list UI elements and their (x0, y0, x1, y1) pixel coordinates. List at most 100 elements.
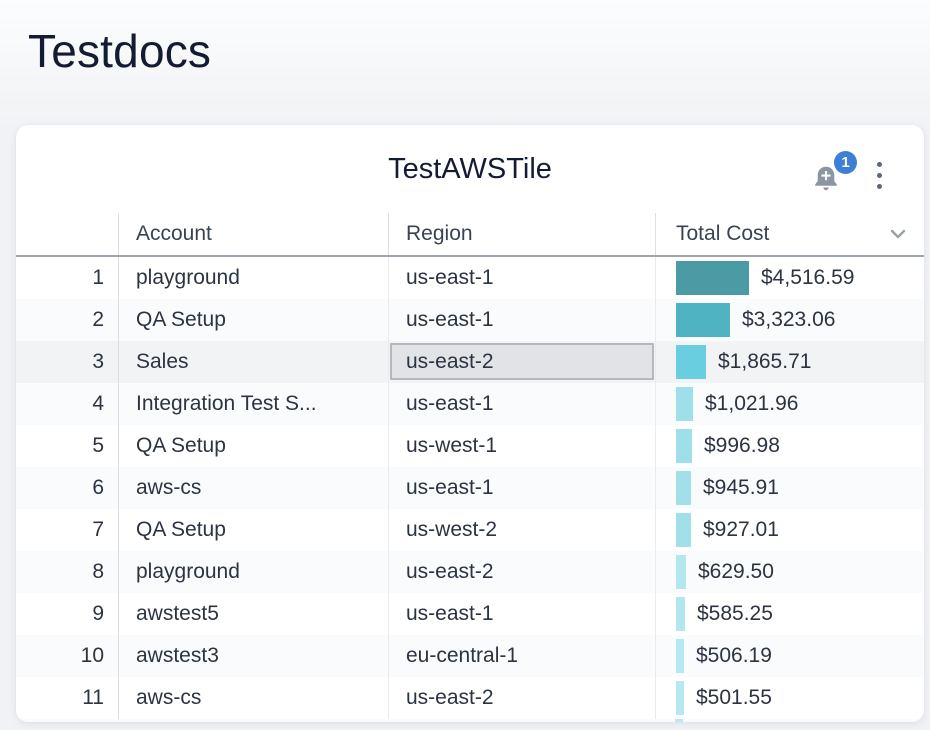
cost-bar (676, 513, 691, 547)
region-value: us-west-1 (406, 434, 498, 457)
region-value: us-east-2 (406, 350, 494, 373)
total-cost-cell: $945.91 (655, 467, 924, 509)
region-cell[interactable]: us-east-1 (388, 383, 655, 425)
region-value: us-east-1 (406, 308, 494, 331)
cost-bar (676, 387, 693, 421)
region-value: us-east-2 (406, 560, 494, 583)
selected-cell-highlight (390, 343, 654, 380)
table-row[interactable]: 8 playground us-east-2 $629.50 (16, 551, 924, 593)
total-cost-cell: $1,021.96 (655, 383, 924, 425)
region-cell[interactable]: us-east-2 (388, 341, 655, 383)
account-cell: QA Setup (118, 425, 388, 467)
page-title: Testdocs (28, 25, 212, 77)
table-row[interactable]: 1 playground us-east-1 $4,516.59 (16, 257, 924, 299)
table-body: 1 playground us-east-1 $4,516.59 2 QA Se… (16, 257, 924, 719)
total-cost-cell: $4,516.59 (655, 257, 924, 299)
total-cost-column-header[interactable]: Total Cost (655, 213, 924, 255)
table-row[interactable]: 4 Integration Test S... us-east-1 $1,021… (16, 383, 924, 425)
cost-value: $585.25 (697, 602, 773, 625)
cost-bar (676, 261, 749, 295)
table-row[interactable]: 9 awstest5 us-east-1 $585.25 (16, 593, 924, 635)
region-value: us-east-1 (406, 476, 494, 499)
region-value: us-east-1 (406, 266, 494, 289)
cost-bar (675, 719, 683, 722)
region-cell[interactable]: us-west-2 (388, 509, 655, 551)
cost-value: $945.91 (703, 476, 779, 499)
region-cell[interactable]: us-east-2 (388, 551, 655, 593)
account-cell: playground (118, 551, 388, 593)
partial-table-row (16, 719, 924, 722)
total-cost-cell: $585.25 (655, 593, 924, 635)
region-cell[interactable]: us-east-1 (388, 257, 655, 299)
dashboard-tile: TestAWSTile 1 Account Region Total Cost (16, 125, 924, 722)
cost-bar (676, 555, 686, 589)
region-value: eu-central-1 (406, 644, 519, 667)
cost-bar (676, 303, 730, 337)
cost-value: $501.55 (696, 686, 772, 709)
kebab-menu-button[interactable] (866, 157, 892, 193)
table-row[interactable]: 7 QA Setup us-west-2 $927.01 (16, 509, 924, 551)
alert-count-badge: 1 (834, 151, 857, 174)
region-column-header[interactable]: Region (388, 213, 655, 255)
cost-value: $3,323.06 (742, 308, 836, 331)
row-rank: 6 (92, 476, 104, 499)
cost-value: $1,865.71 (718, 350, 812, 373)
cost-bar (676, 345, 706, 379)
cost-value: $996.98 (704, 434, 780, 457)
cost-value: $1,021.96 (705, 392, 799, 415)
total-cost-cell: $501.55 (655, 677, 924, 719)
cost-value: $927.01 (703, 518, 779, 541)
total-cost-cell: $996.98 (655, 425, 924, 467)
add-alert-bell-button[interactable]: 1 (808, 151, 860, 203)
tile-title: TestAWSTile (388, 152, 552, 185)
account-cell: aws-cs (118, 677, 388, 719)
row-rank: 10 (80, 644, 104, 667)
row-rank: 11 (82, 686, 104, 709)
row-rank: 2 (92, 308, 104, 331)
cost-bar (676, 681, 684, 715)
region-cell[interactable]: us-east-2 (388, 677, 655, 719)
table-row[interactable]: 6 aws-cs us-east-1 $945.91 (16, 467, 924, 509)
total-cost-cell: $629.50 (655, 551, 924, 593)
account-cell: playground (118, 257, 388, 299)
account-cell: QA Setup (118, 299, 388, 341)
table-row[interactable]: 2 QA Setup us-east-1 $3,323.06 (16, 299, 924, 341)
row-rank: 9 (92, 602, 104, 625)
row-rank: 1 (92, 266, 104, 289)
total-cost-cell: $1,865.71 (655, 341, 924, 383)
table-row[interactable]: 5 QA Setup us-west-1 $996.98 (16, 425, 924, 467)
region-value: us-east-1 (406, 602, 494, 625)
cost-value: $506.19 (696, 644, 772, 667)
tile-header: TestAWSTile 1 (16, 125, 924, 213)
region-value: us-east-2 (406, 686, 494, 709)
account-cell: Integration Test S... (118, 383, 388, 425)
region-cell[interactable]: us-east-1 (388, 467, 655, 509)
total-cost-cell: $927.01 (655, 509, 924, 551)
kebab-dot (876, 172, 882, 178)
region-cell[interactable]: eu-central-1 (388, 635, 655, 677)
account-cell: awstest5 (118, 593, 388, 635)
account-cell: aws-cs (118, 467, 388, 509)
account-column-header[interactable]: Account (118, 213, 388, 255)
row-rank: 3 (92, 350, 104, 373)
account-cell: QA Setup (118, 509, 388, 551)
row-rank: 7 (92, 518, 104, 541)
cost-bar (676, 429, 692, 463)
total-cost-header-label: Total Cost (676, 222, 770, 245)
region-cell[interactable]: us-east-1 (388, 593, 655, 635)
table-row[interactable]: 10 awstest3 eu-central-1 $506.19 (16, 635, 924, 677)
region-value: us-west-2 (406, 518, 498, 541)
cost-value: $4,516.59 (761, 266, 855, 289)
cost-bar (676, 597, 685, 631)
table-row[interactable]: 3 Sales us-east-2 $1,865.71 (16, 341, 924, 383)
cost-value: $629.50 (698, 560, 774, 583)
region-cell[interactable]: us-west-1 (388, 425, 655, 467)
table-row[interactable]: 11 aws-cs us-east-2 $501.55 (16, 677, 924, 719)
row-rank: 5 (92, 434, 104, 457)
rank-column-header (16, 213, 118, 255)
chevron-down-icon[interactable] (886, 222, 910, 246)
kebab-dot (876, 183, 882, 189)
total-cost-cell: $3,323.06 (655, 299, 924, 341)
region-cell[interactable]: us-east-1 (388, 299, 655, 341)
table-header: Account Region Total Cost (16, 213, 924, 336)
